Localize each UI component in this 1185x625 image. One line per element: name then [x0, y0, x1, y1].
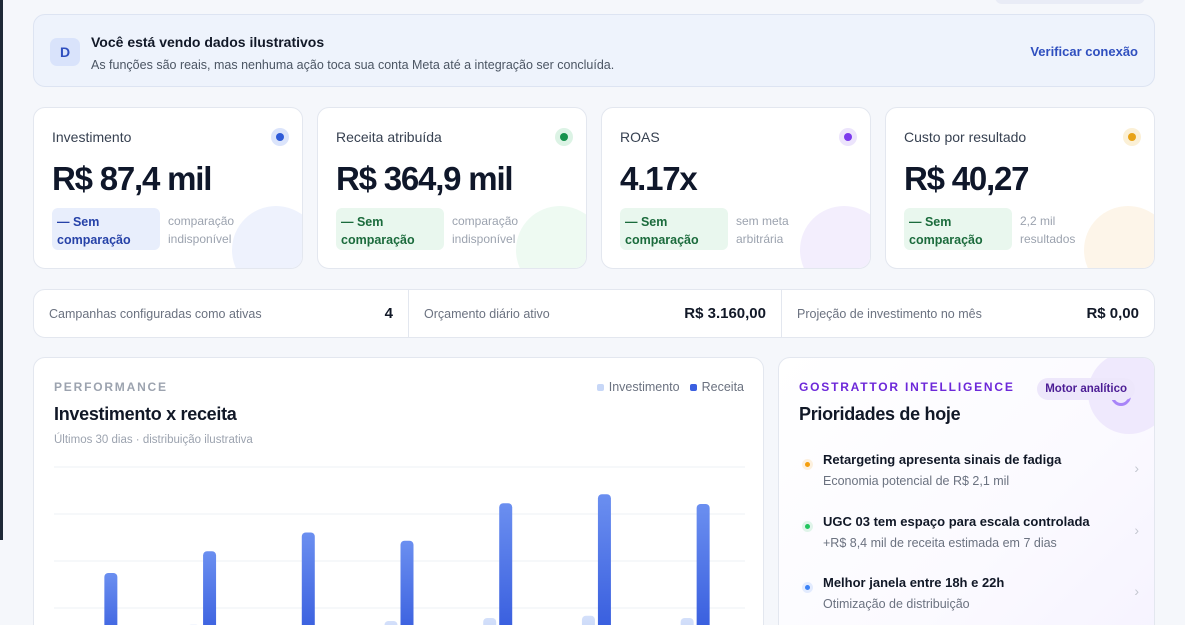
banner-title: Você está vendo dados ilustrativos	[91, 34, 325, 50]
priority-title: Retargeting apresenta sinais de fadiga	[823, 452, 1062, 467]
bar-investimento-5	[581, 615, 595, 625]
status-dot-icon	[555, 128, 573, 146]
priority-item[interactable]: Retargeting apresenta sinais de fadiga E…	[799, 452, 1139, 500]
chevron-right-icon: ›	[1134, 460, 1139, 476]
kpi-card-investimento: Investimento R$ 87,4 mil — Sem comparação…	[33, 107, 303, 269]
banner-badge: D	[50, 38, 80, 66]
app-sidebar-edge	[0, 0, 3, 540]
priority-subtitle: Otimização de distribuição	[823, 597, 970, 611]
kpi-card-custo: Custo por resultado R$ 40,27 — Sem compar…	[885, 107, 1155, 269]
stat-label: Orçamento diário ativo	[424, 306, 550, 321]
demo-data-banner: D Você está vendo dados ilustrativos As …	[33, 14, 1155, 87]
performance-card: PERFORMANCE Investimento x receita Últim…	[33, 357, 764, 625]
kpi-card-roas: ROAS 4.17x — Sem comparação sem meta arbit…	[601, 107, 871, 269]
stat-label: Projeção de investimento no mês	[797, 306, 982, 321]
priority-title: Melhor janela entre 18h e 22h	[823, 575, 1005, 590]
kpi-note: comparação indisponível	[168, 214, 235, 246]
chart-legend: Investimento Receita	[596, 380, 744, 394]
stat-value: R$ 3.160,00	[684, 305, 766, 322]
banner-description: As funções são reais, mas nenhuma ação t…	[91, 58, 615, 72]
bar-investimento-3	[384, 621, 398, 625]
stat-value: R$ 0,00	[1086, 305, 1139, 322]
chevron-right-icon: ›	[1134, 583, 1139, 599]
kpi-note: sem meta arbitrária	[736, 214, 789, 246]
bar-investimento-4	[483, 618, 497, 625]
legend-swatch	[596, 383, 604, 391]
performance-bar-chart	[54, 466, 745, 625]
kpi-label: Investimento	[52, 129, 132, 145]
performance-title: Investimento x receita	[54, 404, 237, 424]
priority-dot-icon	[805, 585, 810, 590]
intelligence-card: GOSTRATTOR INTELLIGENCE Motor analítico …	[778, 357, 1155, 625]
summary-stats-bar: Campanhas configuradas como ativas 4 Orç…	[33, 289, 1155, 338]
stat-monthly-projection: Projeção de investimento no mês R$ 0,00	[781, 290, 1154, 337]
header-pill	[995, 0, 1145, 4]
priority-item[interactable]: Melhor janela entre 18h e 22h Otimização…	[799, 575, 1139, 623]
kpi-note: comparação indisponível	[452, 214, 519, 246]
analytics-engine-badge: Motor analítico	[1037, 378, 1135, 400]
kpi-value: 4.17x	[620, 160, 698, 197]
kpi-value: R$ 364,9 mil	[336, 160, 514, 197]
kpi-card-receita: Receita atribuída R$ 364,9 mil — Sem comp…	[317, 107, 587, 269]
priority-subtitle: Economia potencial de R$ 2,1 mil	[823, 474, 1010, 488]
performance-subtitle: Últimos 30 dias · distribuição ilustrati…	[54, 434, 253, 446]
kpi-label: Receita atribuída	[336, 129, 442, 145]
legend-item-investimento: Investimento	[596, 380, 680, 394]
verify-connection-link[interactable]: Verificar conexão	[1030, 44, 1138, 59]
kpi-value: R$ 40,27	[904, 160, 1030, 197]
bar-receita-6	[696, 504, 710, 625]
comparison-chip: — Sem comparação	[904, 208, 1012, 250]
status-dot-icon	[839, 128, 857, 146]
kpi-value: R$ 87,4 mil	[52, 160, 212, 197]
stat-value: 4	[384, 305, 393, 322]
status-dot-icon	[271, 128, 289, 146]
intelligence-title: Prioridades de hoje	[799, 404, 961, 424]
priority-dot-icon	[805, 462, 810, 467]
stat-label: Campanhas configuradas como ativas	[49, 306, 262, 321]
priority-item[interactable]: UGC 03 tem espaço para escala controlada…	[799, 514, 1139, 562]
performance-eyebrow: PERFORMANCE	[54, 380, 168, 394]
comparison-chip: — Sem comparação	[336, 208, 444, 250]
bar-receita-0	[104, 573, 118, 625]
comparison-chip: — Sem comparação	[52, 208, 160, 250]
chevron-right-icon: ›	[1134, 522, 1139, 538]
kpi-note: 2,2 mil resultados	[1020, 214, 1076, 246]
priority-dot-icon	[805, 524, 810, 529]
comparison-chip: — Sem comparação	[620, 208, 728, 250]
bar-receita-4	[499, 503, 513, 625]
bar-receita-2	[301, 532, 315, 625]
bar-investimento-6	[680, 618, 694, 625]
kpi-label: Custo por resultado	[904, 129, 1027, 145]
legend-swatch	[689, 383, 697, 391]
bar-receita-3	[400, 540, 414, 625]
legend-item-receita: Receita	[689, 380, 744, 394]
stat-daily-budget: Orçamento diário ativo R$ 3.160,00	[408, 290, 781, 337]
bar-receita-1	[203, 551, 217, 625]
status-dot-icon	[1123, 128, 1141, 146]
priority-title: UGC 03 tem espaço para escala controlada	[823, 514, 1090, 529]
bar-receita-5	[597, 494, 611, 625]
intelligence-eyebrow: GOSTRATTOR INTELLIGENCE	[799, 380, 1015, 394]
kpi-label: ROAS	[620, 129, 660, 145]
stat-active-campaigns: Campanhas configuradas como ativas 4	[34, 290, 408, 337]
priority-subtitle: +R$ 8,4 mil de receita estimada em 7 dia…	[823, 536, 1057, 550]
